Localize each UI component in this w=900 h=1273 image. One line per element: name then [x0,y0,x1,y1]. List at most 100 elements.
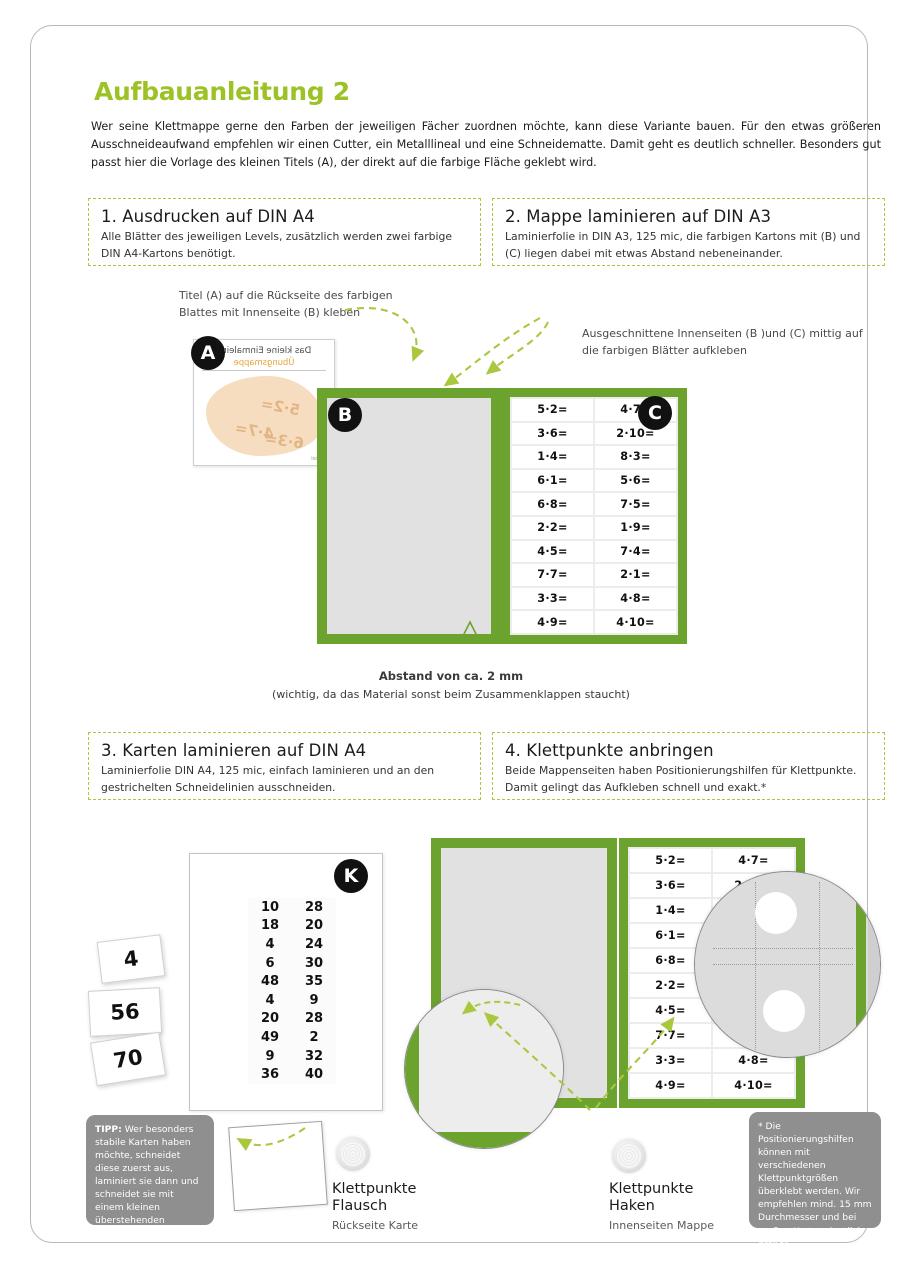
intro-paragraph: Wer seine Klettmappe gerne den Farben de… [91,120,881,170]
step-3-body: Laminierfolie DIN A4, 125 mic, einfach l… [101,764,435,794]
page-title: Aufbauanleitung 2 [94,77,350,106]
badge-a: A [191,336,225,370]
table-cell: 5·6= [595,469,676,492]
answer-cell: 20 [292,916,336,936]
answer-cell: 24 [292,935,336,954]
table-cell: 8·3= [595,446,676,468]
step-2-body: Laminierfolie in DIN A3, 125 mic, die fa… [505,230,861,260]
step-2-heading: 2. Mappe laminieren auf DIN A3 [505,207,772,226]
magnifier-left [404,989,564,1149]
gap-caption-bold: Abstand von ca. 2 mm [378,669,524,683]
tip-text: Wer besonders stabile Karten haben möcht… [95,1124,199,1253]
table-cell: 6·8= [630,949,711,972]
table-cell: 4·8= [595,587,676,610]
answer-card-k: 10 28 18 20 4 24 6 30 48 35 4 9 20 28 49 2 9 32 36 40 [189,853,383,1111]
annotation-titel-a: Titel (A) auf die Rückseite des farbigen… [179,289,393,319]
table-cell: 7·4= [595,540,676,563]
step-1-body: Alle Blätter des jeweiligen Levels, zusä… [101,230,453,260]
table-cell: 6·1= [630,924,711,947]
loose-card-3: 70 [89,1031,167,1087]
table-cell: 1·4= [630,899,711,922]
answer-cell: 48 [248,972,292,991]
instruction-page: Aufbauanleitung 2 Wer seine Klettmappe g… [30,25,885,1253]
answer-cell: 9 [292,990,336,1010]
table-cell: 2·2= [630,974,711,997]
tip-label: TIPP: [95,1124,122,1135]
folder-c-sheet: 5·2= 4·7= 3·6= 2·10= 1·4= 8·3= 6·1= 5·6= 6·8= 7·5… [510,397,678,635]
folder-b-sheet [327,398,491,634]
table-cell: 2·1= [595,564,676,586]
step-4-body: Beide Mappenseiten haben Positionierungs… [505,764,857,794]
answer-cell: 28 [292,1009,336,1029]
table-cell: 4·9= [512,611,593,633]
step-3-heading: 3. Karten laminieren auf DIN A4 [101,741,367,760]
answer-cell: 49 [248,1028,292,1047]
table-cell: 2·2= [512,517,593,539]
answer-cell: 6 [248,953,292,973]
table-cell: 4·10= [713,1074,794,1097]
answer-cell: 4 [248,935,292,954]
footnote-box: * Die Positionierungshilfen können mit v… [749,1112,881,1250]
position-guide-v1 [755,882,756,1052]
badge-k: K [334,859,368,893]
step-box-4: 4. Klettpunkte anbringen Beide Mappensei… [492,732,885,800]
blank-card-back [228,1120,328,1212]
step-1-heading: 1. Ausdrucken auf DIN A4 [101,207,315,226]
answer-cell: 9 [248,1046,292,1066]
title-card-rule [202,370,326,371]
velcro-dot-flausch [336,1137,370,1171]
answer-cell: 40 [292,1065,336,1084]
table-cell: 7·7= [512,564,593,586]
gap-caption-sub: (wichtig, da das Material sonst beim Zus… [272,688,630,701]
table-cell: 4·9= [630,1074,711,1097]
step-box-1: 1. Ausdrucken auf DIN A4 Alle Blätter de… [88,198,481,266]
badge-b: B [328,398,362,432]
table-cell: 7·5= [595,493,676,515]
annotation-innenseiten: Ausgeschnittene Innenseiten (B )und (C) … [582,327,863,357]
answer-cell: 4 [248,990,292,1010]
badge-c: C [638,396,672,430]
table-cell: 1·9= [595,517,676,539]
answer-cell: 30 [292,953,336,973]
answer-cell: 36 [248,1065,292,1084]
table-cell: 1·4= [512,446,593,468]
position-guide-h2 [713,964,853,965]
table-cell: 6·8= [512,493,593,515]
table-cell: 3·6= [512,422,593,445]
position-guide-v2 [819,882,820,1052]
table-cell: 4·5= [512,540,593,563]
loose-card-2: 56 [87,987,163,1037]
table-cell: 5·2= [630,849,711,872]
multiplication-table: 5·2= 4·7= 3·6= 2·10= 1·4= 8·3= 6·1= 5·6= 6·8= 7·5… [510,397,678,635]
table-cell: 3·6= [630,874,711,897]
klettpunkt-hole-bottom [763,990,805,1032]
step-box-2: 2. Mappe laminieren auf DIN A3 Laminierf… [492,198,885,266]
caption-flausch-line2: Flausch [332,1198,388,1215]
step-box-3: 3. Karten laminieren auf DIN A4 Laminier… [88,732,481,800]
magnifier-right [694,871,881,1058]
loose-card-1: 4 [96,934,166,984]
caption-flausch-sub: Rückseite Karte [332,1218,419,1232]
footnote-text: * Die Positionierungshilfen können mit v… [758,1121,872,1250]
caption-haken-line1: Klettpunkte [609,1181,694,1197]
answer-cell: 2 [292,1028,336,1047]
answer-cell: 20 [248,1009,292,1029]
answer-number-grid: 10 28 18 20 4 24 6 30 48 35 4 9 20 28 49 2 9 32 36 40 [248,898,336,1084]
caption-haken-line2: Haken [609,1198,655,1215]
table-cell: 4·7= [713,849,794,872]
table-cell: 6·1= [512,469,593,492]
answer-cell: 35 [292,972,336,991]
table-cell: 5·2= [512,399,593,421]
answer-cell: 18 [248,916,292,936]
table-cell: 4·5= [630,999,711,1022]
caption-haken-sub: Innenseiten Mappe [609,1218,714,1232]
answer-cell: 32 [292,1046,336,1066]
step-4-heading: 4. Klettpunkte anbringen [505,741,714,760]
caption-flausch-line1: Klettpunkte [332,1181,417,1197]
tip-note-box: TIPP: Wer besonders stabile Karten haben… [86,1115,214,1253]
position-guide-h1 [713,948,853,949]
answer-cell: 10 [248,898,292,917]
caption-haken: Klettpunkte Haken Innenseiten Mappe [609,1181,714,1232]
velcro-dot-haken [612,1139,646,1173]
table-cell: 4·10= [595,611,676,633]
